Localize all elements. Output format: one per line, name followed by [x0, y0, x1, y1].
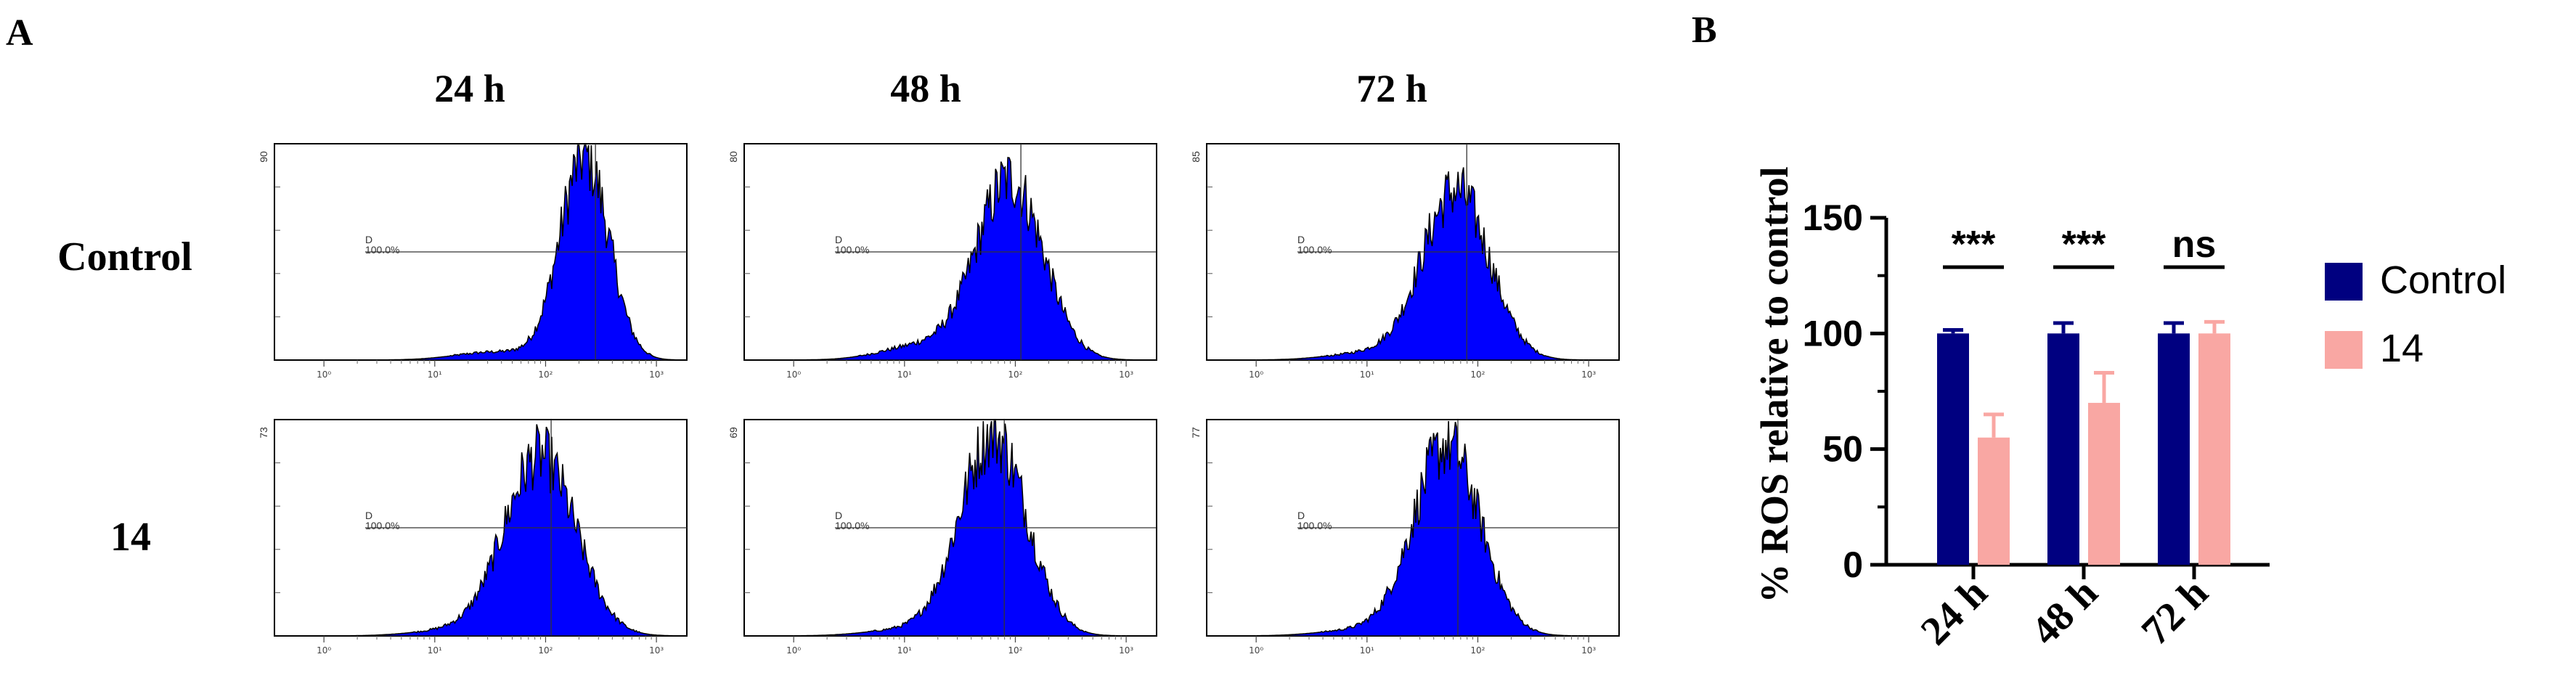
legend: Control 14: [2325, 258, 2506, 370]
row-header-14: 14: [110, 515, 151, 560]
panel-a-label: A: [6, 12, 33, 54]
x-tick-label: 10⁰: [1249, 645, 1263, 656]
y-max-label: 73: [258, 427, 269, 438]
x-tick-label: 10³: [649, 645, 664, 656]
ros-bar-chart: 0 50 100 150 24 h *** 48 h *** 72 h ns: [1803, 197, 2270, 654]
bar: [1978, 437, 2010, 565]
column-header-24h: 24 h: [434, 67, 505, 110]
x-tick-label: 10²: [538, 645, 553, 656]
gate-label: D: [835, 510, 842, 521]
x-tick-label: 10²: [1470, 370, 1485, 380]
gate-label: D: [835, 234, 842, 245]
y-tick-label: 150: [1803, 197, 1863, 238]
y-tick-label: 0: [1843, 544, 1863, 585]
x-tick-label: 10²: [1008, 370, 1022, 380]
gate-percent: 100.0%: [365, 244, 399, 256]
y-max-label: 85: [1190, 151, 1202, 163]
row-header-control: Control: [57, 234, 192, 279]
x-tick-label: 10²: [1470, 645, 1485, 656]
significance-label: ***: [2062, 224, 2106, 266]
x-tick-label: 10¹: [1360, 645, 1374, 656]
histogram-area: [792, 157, 1149, 361]
x-tick-label: 10³: [1581, 370, 1596, 380]
histogram-area: [792, 420, 1149, 637]
y-tick-label: 100: [1803, 313, 1863, 354]
x-tick-label: 10¹: [1360, 370, 1374, 380]
x-tick-label: 10²: [1008, 645, 1022, 656]
y-max-label: 90: [258, 151, 269, 163]
x-tick-label: 10¹: [897, 645, 912, 656]
gate-label: D: [1297, 234, 1305, 245]
gate-label: D: [1297, 510, 1305, 521]
panel-b-label: B: [1692, 9, 1717, 51]
histogram-area: [1255, 420, 1611, 637]
x-tick-label: 10¹: [428, 370, 442, 380]
legend-label: 14: [2380, 327, 2424, 370]
x-tick-label: 10²: [538, 370, 553, 380]
gate-percent: 100.0%: [835, 244, 869, 256]
x-tick-label: 10³: [1119, 370, 1133, 380]
x-tick-label: 10⁰: [1249, 370, 1263, 380]
x-tick-label: 24 h: [1912, 570, 1996, 653]
significance-label: ***: [1952, 224, 1996, 266]
gate-label: D: [365, 234, 372, 245]
histogram-area: [324, 424, 680, 637]
bar: [2088, 402, 2120, 565]
x-tick-label: 72 h: [2133, 570, 2217, 653]
x-tick-label: 10³: [1581, 645, 1596, 656]
gate-percent: 100.0%: [1297, 520, 1332, 531]
gate-percent: 100.0%: [835, 520, 869, 531]
histogram-area: [324, 144, 680, 361]
gate-percent: 100.0%: [365, 520, 399, 531]
x-tick-label: 10⁰: [786, 370, 801, 380]
x-tick-label: 10⁰: [317, 645, 331, 656]
x-tick-label: 10¹: [428, 645, 442, 656]
y-axis-label: % ROS relative to control: [1753, 167, 1796, 603]
legend-swatch: [2325, 263, 2363, 301]
gate-label: D: [365, 510, 372, 521]
y-max-label: 80: [727, 151, 739, 163]
x-tick-label: 10³: [649, 370, 664, 380]
x-tick-label: 48 h: [2023, 570, 2106, 653]
x-tick-label: 10¹: [897, 370, 912, 380]
legend-label: Control: [2380, 258, 2506, 302]
bar: [2198, 333, 2230, 565]
x-tick-label: 10⁰: [317, 370, 331, 380]
gate-percent: 100.0%: [1297, 244, 1332, 256]
histogram-area: [1255, 167, 1611, 361]
significance-label: ns: [2172, 224, 2217, 266]
y-tick-label: 50: [1822, 429, 1863, 470]
y-max-label: 69: [727, 427, 739, 438]
bar: [2158, 333, 2190, 565]
column-header-72h: 72 h: [1356, 67, 1427, 110]
legend-swatch: [2325, 331, 2363, 369]
column-header-48h: 48 h: [890, 67, 961, 110]
bar: [1937, 333, 1969, 565]
x-tick-label: 10³: [1119, 645, 1133, 656]
y-max-label: 77: [1190, 427, 1202, 438]
x-tick-label: 10⁰: [786, 645, 801, 656]
bar: [2047, 333, 2079, 565]
